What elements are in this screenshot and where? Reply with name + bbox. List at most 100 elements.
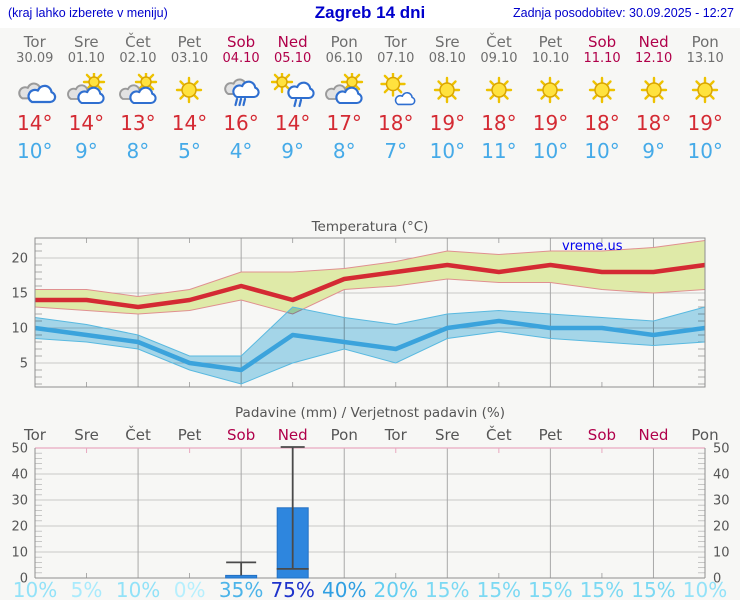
weather-icon (167, 73, 211, 109)
temp-chart-title: Temperatura (°C) (311, 219, 429, 235)
precipitation-chart: Padavine (mm) / Verjetnost padavin (%) To… (11, 405, 730, 600)
min-temp-label: 10° (17, 139, 53, 163)
forecast-day-column: Sob 11.10 18° 10° (576, 31, 628, 164)
precip-ytick-label-right: 50 (713, 442, 730, 457)
day-name-label: Tor (23, 33, 46, 51)
precip-day-label: Čet (125, 425, 151, 444)
partly-cloudy-icon (119, 70, 158, 105)
precip-day-label: Pet (539, 426, 563, 444)
temp-ytick-label: 15 (11, 287, 28, 302)
precip-day-label: Čet (486, 425, 512, 444)
max-temp-label: 13° (120, 111, 156, 135)
forecast-day-strip: Tor 30.09 14° 10° Sre 01.10 14° 9° Čet 02.10 13° 8°… (9, 31, 731, 164)
weather-icon (477, 73, 521, 109)
temp-ytick-label: 5 (20, 357, 28, 372)
pop-labels: 10% 5% 10% 0% 35% 75% 40% 20% 15% 15% 15% 15% 15% 10% (13, 578, 727, 600)
precip-day-label: Ned (638, 426, 668, 444)
pop-label: 75% (270, 578, 314, 600)
day-date-label: 04.10 (222, 51, 260, 66)
min-temp-label: 11° (481, 139, 517, 163)
max-temp-label: 17° (326, 111, 362, 135)
weather-icon (219, 73, 263, 109)
sunny-icon (485, 76, 513, 104)
precip-ytick-label-right: 30 (713, 494, 730, 509)
precip-ytick-label-left: 30 (11, 494, 28, 509)
day-name-label: Sob (587, 33, 617, 51)
max-temp-label: 18° (481, 111, 517, 135)
min-temp-line (34, 318, 706, 373)
min-temp-label: 8° (126, 139, 150, 163)
max-temp-label: 18° (584, 111, 620, 135)
max-temp-label: 18° (635, 111, 672, 135)
max-temp-label: 19° (429, 111, 466, 135)
pop-label: 10% (683, 578, 727, 600)
day-date-label: 09.10 (480, 51, 518, 66)
precip-day-label: Sre (435, 426, 460, 444)
day-name-label: Sre (74, 33, 99, 51)
day-name-label: Čet (486, 33, 512, 51)
min-temp-label: 9° (642, 139, 665, 163)
partly-cloudy-icon (67, 70, 106, 105)
watermark-link[interactable]: vreme.us (562, 239, 623, 254)
day-name-label: Pet (538, 33, 563, 51)
min-temp-label: 9° (281, 139, 304, 163)
precip-bar (225, 574, 258, 579)
precip-day-label: Pet (178, 426, 202, 444)
day-name-label: Ned (277, 33, 308, 51)
weather-icon (580, 73, 624, 109)
precip-day-label: Sob (588, 426, 616, 444)
day-date-label: 11.10 (583, 51, 621, 66)
forecast-day-column: Pon 06.10 17° 8° (318, 31, 370, 164)
day-date-label: 12.10 (635, 51, 673, 66)
precip-ytick-label-left: 50 (11, 442, 28, 457)
temp-ytick-label: 20 (11, 252, 28, 267)
forecast-day-column: Čet 02.10 13° 8° (112, 31, 164, 164)
precip-day-label: Sre (74, 426, 99, 444)
precip-ytick-label-right: 10 (713, 546, 730, 561)
temp-plot-border (34, 237, 706, 388)
day-date-label: 08.10 (428, 51, 466, 66)
precip-chart-grid (35, 448, 706, 578)
weather-icon (270, 70, 315, 109)
min-temp-label: 10° (429, 139, 466, 163)
min-temp-label: 8° (332, 139, 356, 163)
day-date-label: 05.10 (274, 51, 312, 66)
weather-icon (683, 73, 727, 109)
max-temp-line (35, 262, 706, 310)
day-date-label: 02.10 (119, 51, 157, 66)
pop-label: 10% (13, 578, 57, 600)
weather-icon (528, 73, 572, 109)
precip-bars (225, 507, 309, 579)
forecast-day-column: Ned 05.10 14° 9° (267, 31, 319, 164)
precip-day-label: Tor (23, 426, 47, 444)
weather-icon (374, 71, 418, 109)
min-temp-label: 10° (532, 139, 569, 163)
precip-day-label: Sob (227, 426, 255, 444)
pop-label: 10% (116, 578, 160, 600)
day-name-label: Sob (226, 33, 256, 51)
forecast-day-column: Sre 01.10 14° 9° (61, 31, 113, 164)
min-temp-label: 5° (178, 139, 201, 163)
max-temp-label: 19° (687, 111, 723, 135)
precip-ytick-label-right: 40 (713, 468, 730, 483)
forecast-day-column: Ned 12.10 18° 9° (628, 31, 680, 164)
precip-ytick-label-left: 20 (11, 520, 28, 535)
rain-icon (224, 78, 260, 107)
max-temp-label: 18° (378, 111, 414, 135)
day-date-label: 10.10 (531, 51, 570, 66)
sunny-icon (640, 76, 667, 104)
day-name-label: Pon (330, 33, 358, 51)
pop-label: 5% (71, 578, 103, 600)
min-temp-label: 9° (74, 139, 98, 163)
min-temp-label: 10° (584, 139, 620, 163)
precip-whiskers (226, 446, 309, 576)
max-temp-label: 16° (223, 111, 259, 135)
sunny-icon (434, 76, 461, 104)
day-name-label: Ned (638, 33, 669, 51)
weather-icon (322, 70, 366, 109)
day-name-label: Sre (435, 33, 460, 51)
day-name-label: Čet (125, 33, 151, 51)
sun-rain-icon (270, 70, 315, 108)
pop-label: 35% (219, 578, 263, 600)
